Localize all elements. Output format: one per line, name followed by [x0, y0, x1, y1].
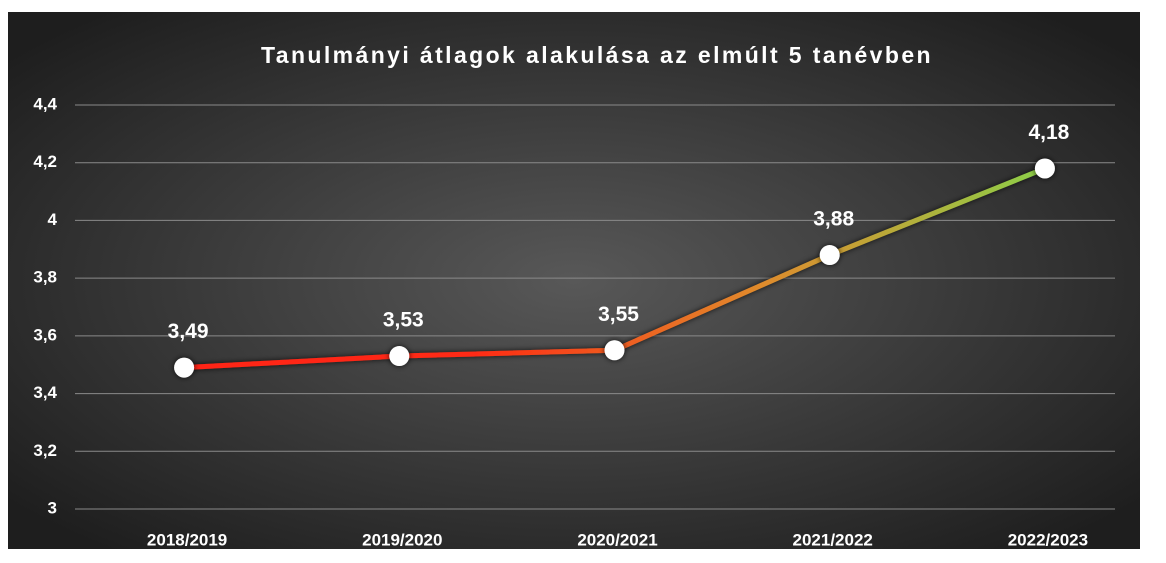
data-point: [819, 245, 840, 266]
data-point: [604, 340, 625, 361]
data-label: 3,49: [168, 320, 209, 343]
x-tick-label: 2019/2020: [362, 530, 442, 549]
x-tick-label: 2022/2023: [1008, 530, 1088, 549]
x-tick-label: 2021/2022: [793, 530, 873, 549]
data-label: 3,53: [383, 309, 424, 332]
y-tick-label: 3,2: [33, 441, 57, 460]
y-tick-label: 4: [48, 210, 58, 229]
data-point: [1034, 158, 1055, 179]
y-tick-label: 3,4: [33, 383, 57, 402]
data-point: [174, 357, 195, 378]
chart-title: Tanulmányi átlagok alakulása az elmúlt 5…: [261, 42, 933, 68]
y-tick-label: 3,8: [33, 268, 57, 287]
chart-background: [8, 12, 1140, 549]
data-label: 4,18: [1028, 121, 1069, 144]
x-tick-label: 2020/2021: [577, 530, 657, 549]
data-label: 3,88: [813, 208, 854, 231]
x-tick-label: 2018/2019: [147, 530, 227, 549]
data-point: [389, 346, 410, 367]
y-tick-label: 4,2: [33, 152, 57, 171]
y-tick-label: 3: [48, 498, 57, 517]
y-tick-label: 4,4: [33, 94, 57, 113]
y-tick-label: 3,6: [33, 325, 57, 344]
data-label: 3,55: [598, 303, 639, 326]
